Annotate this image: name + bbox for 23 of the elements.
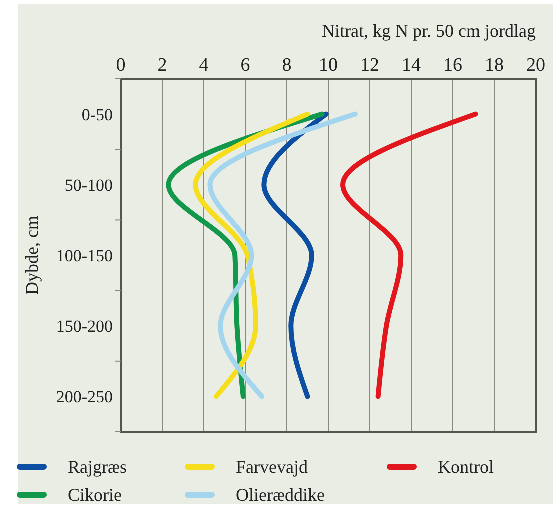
- y-tick-label: 50-100: [64, 176, 113, 195]
- x-tick-label: 14: [402, 55, 422, 76]
- x-tick-label: 16: [444, 55, 462, 76]
- y-axis-title: Dybde, cm: [22, 216, 42, 295]
- y-tick-label: 100-150: [56, 246, 113, 266]
- legend-label: Olieræddike: [236, 485, 325, 505]
- x-tick-label: 18: [485, 55, 504, 76]
- x-tick-label: 2: [158, 55, 168, 76]
- x-tick-label: 12: [360, 55, 380, 76]
- y-tick-label: 150-200: [56, 317, 113, 336]
- y-tick-label: 200-250: [56, 388, 113, 407]
- legend-label: Cikorie: [68, 485, 122, 505]
- x-tick-label: 8: [282, 55, 292, 76]
- x-tick-label: 20: [526, 55, 546, 76]
- y-tick-label: 0-50: [82, 105, 113, 124]
- x-axis-title: Nitrat, kg N pr. 50 cm jordlag: [322, 21, 536, 41]
- legend-label: Kontrol: [438, 457, 494, 477]
- x-tick-label: 0: [116, 55, 126, 76]
- x-tick-label: 4: [199, 55, 210, 76]
- legend-label: Farvevajd: [236, 457, 308, 477]
- legend-label: Rajgræs: [68, 457, 128, 477]
- x-tick-label: 10: [319, 55, 338, 76]
- x-tick-label: 6: [240, 55, 250, 76]
